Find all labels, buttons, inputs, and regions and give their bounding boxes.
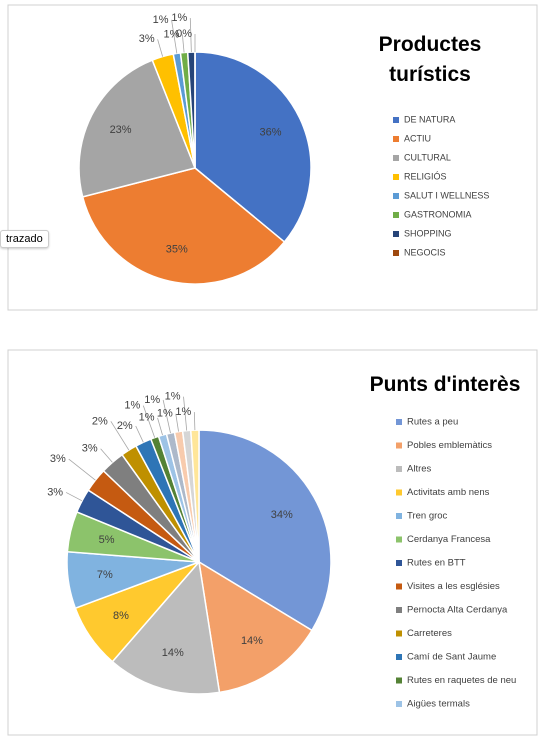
data-label: 35%	[166, 243, 188, 255]
legend-label: Rutes a peu	[407, 417, 458, 428]
legend-swatch	[393, 136, 399, 142]
pie-slice	[111, 560, 221, 695]
data-label: 1%	[139, 412, 155, 424]
legend-label: Tren groc	[407, 511, 448, 522]
data-label: 1%	[165, 391, 181, 403]
legend-swatch	[396, 677, 402, 684]
leader-line	[171, 19, 178, 54]
data-label: 1%	[163, 29, 179, 41]
leader-line	[100, 448, 113, 463]
legend-swatch	[396, 513, 402, 519]
legend-swatch	[393, 212, 399, 218]
legend-label: ACTIU	[404, 133, 431, 143]
legend-swatch	[393, 193, 399, 199]
legend-label: SALUT I WELLNESS	[404, 190, 489, 200]
legend-label: Rutes en BTT	[407, 558, 466, 569]
leader-line	[68, 458, 96, 481]
data-label: 1%	[157, 408, 173, 420]
legend-label: RELIGIÓS	[404, 171, 447, 181]
legend-label: SHOPPING	[404, 228, 452, 238]
data-label: 8%	[113, 610, 129, 622]
legend-label: DE NATURA	[404, 114, 455, 124]
leader-line	[110, 421, 130, 451]
data-label: 2%	[117, 420, 133, 432]
leader-line	[135, 425, 144, 443]
data-label: 1%	[153, 14, 169, 26]
data-label: 2%	[92, 415, 108, 427]
legend-swatch	[396, 630, 402, 637]
legend-swatch	[396, 419, 402, 425]
data-label: 36%	[260, 126, 282, 138]
chart-title: Productes turístics	[378, 33, 482, 86]
legend-label: Carreteres	[407, 628, 452, 639]
data-label: 3%	[139, 33, 155, 45]
legend-label: Cerdanya Francesa	[407, 534, 491, 545]
legend-label: GASTRONOMIA	[404, 209, 472, 219]
leader-line	[157, 417, 163, 436]
legend-swatch	[396, 583, 402, 590]
legend-swatch	[393, 117, 399, 123]
data-label: 23%	[110, 124, 132, 136]
data-label: 7%	[97, 569, 113, 581]
leader-line	[181, 34, 185, 53]
legend-swatch	[393, 174, 399, 180]
legend-swatch	[396, 489, 402, 496]
legend-label: Activitats amb nens	[407, 487, 490, 498]
tooltip: trazado	[0, 230, 49, 248]
data-label: 3%	[82, 443, 98, 455]
legend-swatch	[396, 654, 402, 660]
pie-slice	[198, 560, 313, 694]
legend-label: Visites a les esglésies	[407, 581, 500, 592]
data-label: 1%	[171, 12, 187, 24]
legend-label: CULTURAL	[404, 152, 451, 162]
legend-swatch	[396, 536, 402, 543]
pie-slice	[81, 167, 286, 285]
chart-frame	[7, 349, 538, 736]
data-label: 14%	[162, 647, 184, 659]
legend-label: Aigües termals	[407, 699, 470, 710]
legend-label: NEGOCIS	[404, 247, 446, 257]
chart-title: Punts d'interès	[369, 373, 521, 396]
data-label: 14%	[241, 635, 263, 647]
legend-swatch	[396, 442, 402, 449]
legend-label: Camí de Sant Jaume	[407, 652, 496, 663]
leader-line	[162, 399, 171, 434]
leader-line	[183, 396, 188, 431]
legend-label: Rutes en raquetes de neu	[407, 675, 516, 686]
legend-label: Pobles emblemàtics	[407, 440, 492, 451]
legend-swatch	[396, 560, 402, 566]
data-label: 1%	[144, 394, 160, 406]
leader-line	[193, 412, 196, 431]
data-label: 5%	[99, 534, 115, 546]
legend-swatch	[393, 231, 399, 237]
leader-line	[65, 492, 83, 502]
chart-frame	[7, 4, 538, 311]
data-label: 3%	[50, 453, 66, 465]
data-label: 3%	[47, 486, 63, 498]
legend-swatch	[393, 250, 399, 256]
data-label: 1%	[175, 406, 191, 418]
data-label: 0%	[176, 28, 192, 40]
leader-line	[189, 18, 192, 53]
legend-label: Pernocta Alta Cerdanya	[407, 605, 508, 616]
pie-slice	[194, 51, 312, 243]
legend-swatch	[396, 701, 402, 707]
legend-swatch	[393, 155, 399, 161]
legend-label: Altres	[407, 464, 432, 475]
legend-swatch	[396, 466, 402, 472]
pie-slice	[198, 429, 332, 632]
leader-line	[175, 413, 179, 432]
legend-swatch	[396, 607, 402, 613]
leader-line	[142, 405, 156, 438]
leader-line	[157, 39, 164, 57]
pie-slice	[78, 59, 197, 198]
data-label: 34%	[271, 509, 293, 521]
data-label: 1%	[124, 400, 140, 412]
